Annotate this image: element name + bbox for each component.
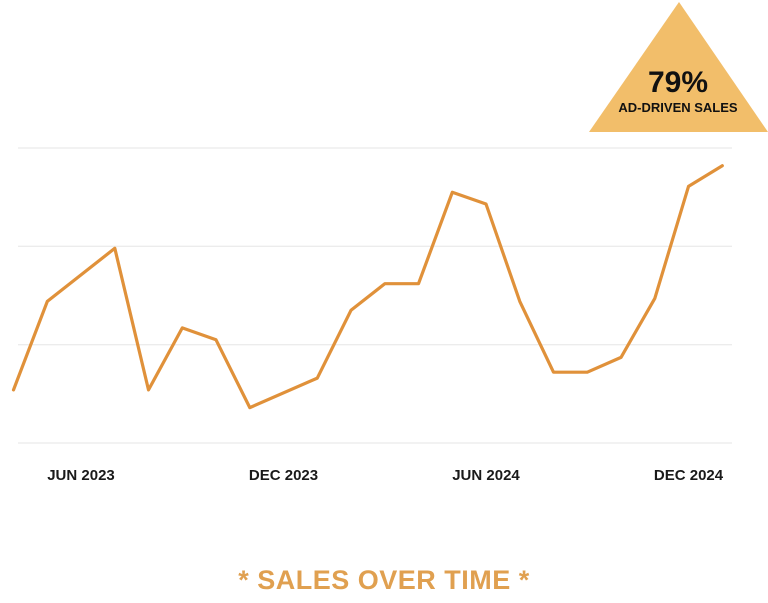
data-point xyxy=(46,300,49,303)
series-line-layer xyxy=(11,164,724,410)
x-tick-label: DEC 2023 xyxy=(249,467,318,484)
data-point xyxy=(248,406,251,409)
x-tick-label: DEC 2024 xyxy=(654,467,724,484)
badge-triangle xyxy=(589,2,768,132)
data-point xyxy=(316,376,319,380)
data-point xyxy=(147,388,150,392)
badge-label: AD-DRIVEN SALES xyxy=(618,100,738,115)
data-point xyxy=(349,309,353,312)
badge-value: 79% xyxy=(648,66,708,99)
data-point xyxy=(214,338,218,341)
data-point xyxy=(383,282,386,285)
chart-caption: * SALES OVER TIME * xyxy=(238,565,530,595)
data-point xyxy=(518,300,521,303)
data-point xyxy=(552,371,555,374)
data-point xyxy=(721,164,724,167)
data-point xyxy=(417,282,420,285)
data-point xyxy=(181,326,184,330)
data-point xyxy=(451,191,454,194)
data-point xyxy=(687,185,690,188)
data-point xyxy=(619,356,623,359)
x-axis-tick-labels: JUN 2023 DEC 2023 JUN 2024 DEC 2024 xyxy=(47,467,724,484)
data-point xyxy=(12,388,15,392)
data-point xyxy=(653,297,656,300)
series-line xyxy=(11,164,724,410)
ad-driven-badge: 79% AD-DRIVEN SALES xyxy=(589,2,768,132)
data-point xyxy=(586,371,589,374)
data-point xyxy=(113,247,116,250)
x-tick-label: JUN 2024 xyxy=(452,467,520,484)
x-tick-label: JUN 2023 xyxy=(47,467,115,484)
data-point xyxy=(484,202,488,206)
